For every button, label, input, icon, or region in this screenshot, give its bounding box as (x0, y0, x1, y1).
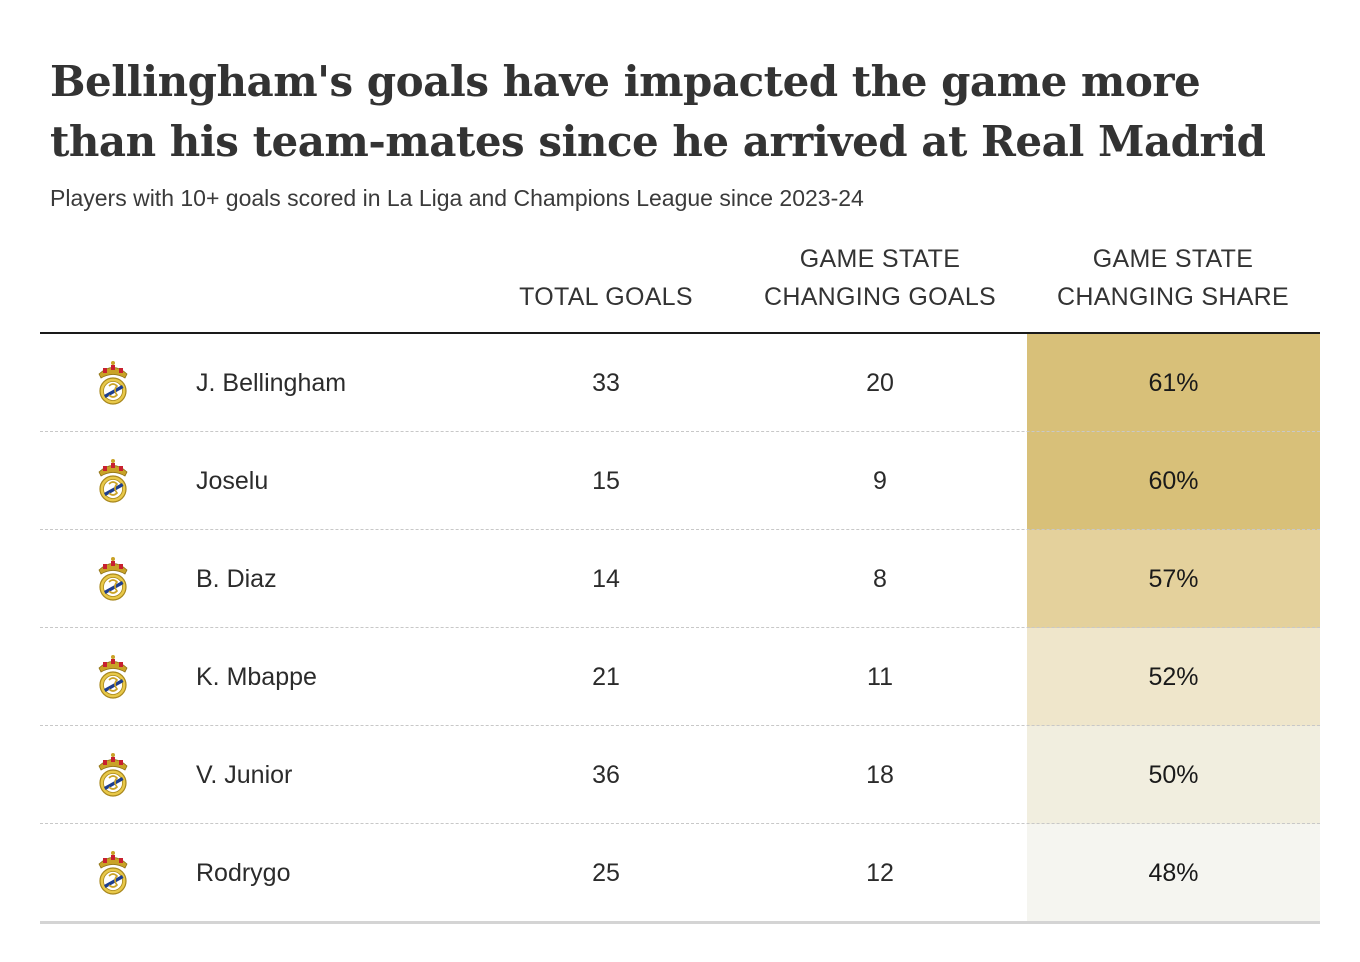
bottom-rule (40, 921, 1320, 924)
total-goals-value: 33 (592, 369, 620, 397)
game-state-changing-goals-value: 8 (873, 565, 887, 593)
chart-title: Bellingham's goals have impacted the gam… (50, 57, 1266, 166)
game-state-changing-share-value: 57% (1027, 530, 1320, 628)
column-header-gsc-line1: GAME STATE (799, 245, 961, 273)
player-name: B. Diaz (196, 565, 277, 593)
chart-subtitle: Players with 10+ goals scored in La Liga… (50, 185, 864, 211)
real-madrid-crest-icon (92, 654, 134, 700)
table-row: K. Mbappe 21 11 52% (40, 627, 1320, 726)
header-rule (40, 332, 1320, 334)
game-state-changing-share-value: 50% (1027, 726, 1320, 824)
real-madrid-crest-icon (92, 752, 134, 798)
table-row: V. Junior 36 18 50% (40, 725, 1320, 824)
real-madrid-crest-icon (92, 556, 134, 602)
player-name: Rodrygo (196, 859, 291, 887)
table-row: J. Bellingham 33 20 61% (40, 334, 1320, 432)
real-madrid-crest-icon (92, 360, 134, 406)
total-goals-value: 36 (592, 761, 620, 789)
game-state-changing-goals-value: 20 (866, 369, 894, 397)
game-state-changing-share-value: 60% (1027, 432, 1320, 530)
real-madrid-crest-icon (92, 458, 134, 504)
player-name: V. Junior (196, 761, 293, 789)
total-goals-value: 21 (592, 663, 620, 691)
column-header-share-line2: CHANGING SHARE (1056, 283, 1289, 311)
column-header-total-goals-label: TOTAL GOALS (519, 283, 693, 311)
player-name: K. Mbappe (196, 663, 317, 691)
column-header-gsc-line2: CHANGING GOALS (763, 283, 997, 311)
game-state-changing-goals-value: 11 (867, 663, 893, 691)
table-row: B. Diaz 14 8 57% (40, 529, 1320, 628)
total-goals-value: 14 (592, 565, 620, 593)
total-goals-value: 15 (592, 467, 620, 495)
game-state-changing-share-value: 48% (1027, 824, 1320, 922)
column-header-game-state-changing-share: GAME STATE CHANGING SHARE (1028, 240, 1318, 316)
player-name: J. Bellingham (196, 369, 347, 397)
real-madrid-crest-icon (92, 850, 134, 896)
column-header-share-line1: GAME STATE (1092, 245, 1254, 273)
column-header-game-state-changing-goals: GAME STATE CHANGING GOALS (740, 240, 1020, 316)
game-state-changing-share-value: 61% (1027, 334, 1320, 432)
table-row: Rodrygo 25 12 48% (40, 823, 1320, 922)
table-row: Joselu 15 9 60% (40, 431, 1320, 530)
total-goals-value: 25 (592, 859, 620, 887)
game-state-changing-goals-value: 9 (873, 467, 887, 495)
game-state-changing-goals-value: 12 (866, 859, 894, 887)
table-body: J. Bellingham 33 20 61% Joselu 15 9 60% … (40, 334, 1320, 922)
game-state-changing-share-value: 52% (1027, 628, 1320, 726)
game-state-changing-goals-value: 18 (866, 761, 894, 789)
column-header-total-goals: TOTAL GOALS (486, 278, 726, 316)
player-name: Joselu (196, 467, 269, 495)
